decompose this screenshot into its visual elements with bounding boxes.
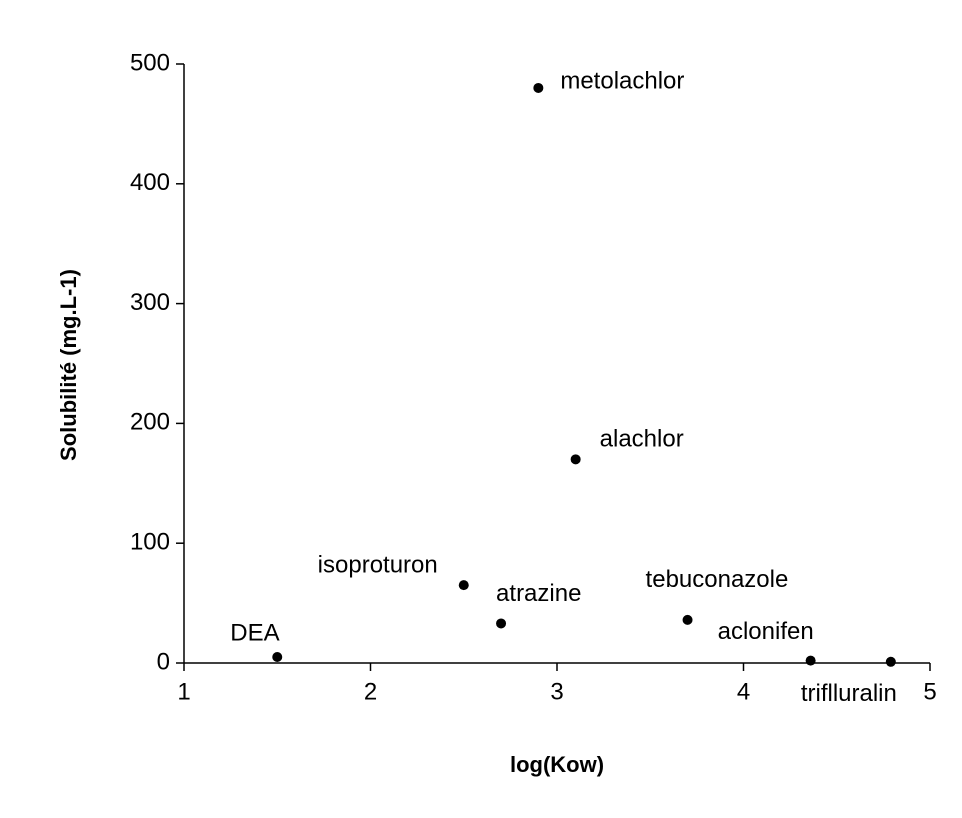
- y-axis-title: Solubilité (mg.L-1): [56, 269, 81, 461]
- y-tick-label: 400: [130, 169, 170, 196]
- x-tick-label: 3: [550, 678, 563, 705]
- point: [458, 580, 469, 591]
- y-tick-label: 200: [130, 409, 170, 436]
- y-tick-label: 100: [130, 529, 170, 556]
- point-label: metolachlor: [560, 67, 684, 94]
- y-tick-label: 0: [157, 648, 170, 675]
- y-tick-label: 300: [130, 289, 170, 316]
- point-label: aclonifen: [718, 618, 814, 645]
- point-label: isoproturon: [318, 551, 438, 578]
- y-tick-label: 500: [130, 49, 170, 76]
- point-label: DEA: [230, 619, 279, 646]
- x-tick-label: 5: [923, 678, 936, 705]
- point: [805, 655, 816, 666]
- point-label: atrazine: [496, 580, 581, 607]
- point-label: triflluralin: [801, 680, 897, 707]
- point-label: alachlor: [600, 426, 684, 453]
- point: [885, 656, 896, 667]
- point: [570, 454, 581, 465]
- x-axis-title: log(Kow): [510, 752, 604, 777]
- point: [272, 652, 283, 663]
- point: [533, 82, 544, 93]
- x-tick-label: 4: [737, 678, 750, 705]
- point: [682, 614, 693, 625]
- point: [496, 618, 507, 629]
- point-label: tebuconazole: [646, 566, 789, 593]
- x-tick-label: 2: [364, 678, 377, 705]
- x-tick-label: 1: [177, 678, 190, 705]
